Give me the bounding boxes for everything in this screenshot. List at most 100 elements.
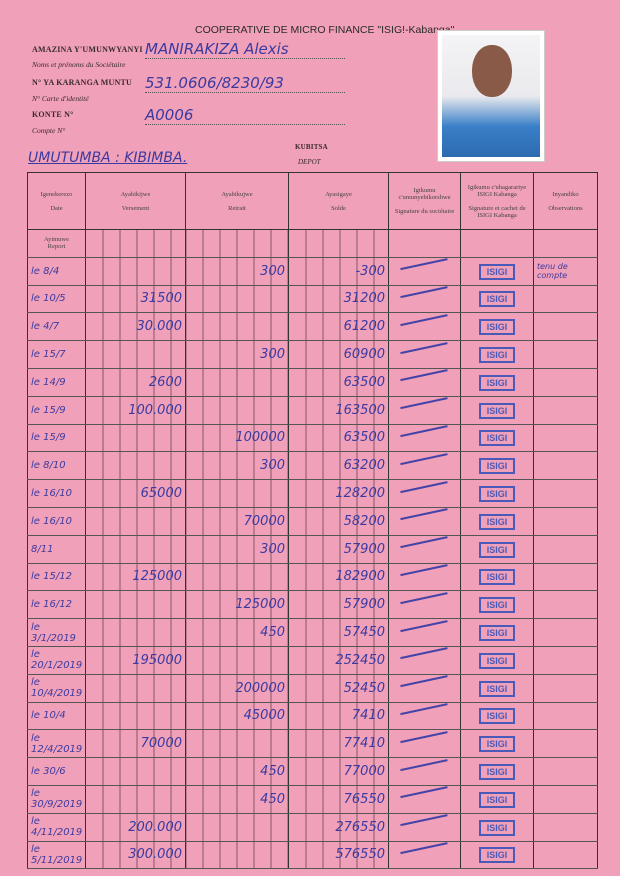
solde-cell: 57900 <box>288 590 389 620</box>
date-cell: le 16/10 <box>27 479 86 508</box>
observation-cell <box>533 340 598 369</box>
cooperative-title: COOPERATIVE DE MICRO FINANCE "ISIG!-Kaba… <box>195 24 455 36</box>
member-signature <box>399 730 450 753</box>
table-row: le 4/11/2019 200.000 276550 ISIGI <box>27 813 598 842</box>
retrait-cell <box>185 841 289 870</box>
solde-cell: 63200 <box>288 451 389 481</box>
observation-cell <box>533 590 598 620</box>
id-value: 531.0606/8230/93 <box>145 74 345 93</box>
column-header-fr: Versement <box>121 204 150 212</box>
retrait-cell <box>185 312 289 342</box>
versement-cell: 195000 <box>85 646 186 675</box>
member-signature <box>399 313 450 336</box>
versement-cell <box>85 702 186 731</box>
solde-cell: 31200 <box>288 285 389 314</box>
account-value: A0006 <box>145 106 345 125</box>
account-label-fr: Compte N° <box>32 126 66 135</box>
table-row: le 10/5 31500 31200 ISIGI <box>27 285 598 314</box>
versement-cell <box>85 757 186 786</box>
solde-cell: 128200 <box>288 479 389 508</box>
observation-cell <box>533 646 598 675</box>
solde-cell: 61200 <box>288 312 389 342</box>
versement-cell: 125000 <box>85 563 186 592</box>
isigi-stamp: ISIGI <box>478 764 516 781</box>
observation-cell <box>533 451 598 481</box>
versement-cell: 100.000 <box>85 396 186 425</box>
column-header-fr: Signature et cachet de ISIGI Kabanga <box>468 204 526 219</box>
member-signature <box>399 286 450 308</box>
isigi-stamp: ISIGI <box>478 819 516 836</box>
section-label-fr: DEPOT <box>298 158 321 166</box>
name-value: MANIRAKIZA Alexis <box>145 40 345 59</box>
observation-cell <box>533 285 598 314</box>
name-label: AMAZINA Y'UMUNWYANYI <box>32 45 143 54</box>
versement-cell <box>85 424 186 453</box>
versement-cell <box>85 535 186 564</box>
versement-cell: 70000 <box>85 729 186 759</box>
versement-cell: 300.000 <box>85 841 186 870</box>
column-header: Ayabikijwe Versement <box>85 172 186 230</box>
isigi-stamp: ISIGI <box>478 680 516 697</box>
versement-cell <box>85 340 186 369</box>
solde-cell: 57900 <box>288 535 389 564</box>
observation-cell <box>533 757 598 786</box>
solde-cell: 276550 <box>288 813 389 842</box>
solde-cell: 77410 <box>288 729 389 759</box>
member-signature <box>399 452 450 475</box>
table-row: le 10/4 45000 7410 ISIGI <box>27 702 598 731</box>
date-cell: le 3/1/2019 <box>27 618 86 647</box>
observation-cell <box>533 618 598 647</box>
retrait-cell: 300 <box>185 257 289 286</box>
observation-cell <box>533 674 598 703</box>
isigi-stamp: ISIGI <box>478 486 516 503</box>
member-signature <box>399 814 450 836</box>
table-row: le 15/9 100000 63500 ISIGI <box>27 424 598 453</box>
member-photo <box>437 30 545 162</box>
table-row: 8/11 300 57900 ISIGI <box>27 535 598 564</box>
table-row: le 4/7 30.000 61200 ISIGI <box>27 312 598 342</box>
observation-cell: tenu de compte <box>533 257 598 286</box>
column-header-rn: Inyandiko <box>552 190 579 198</box>
isigi-stamp: ISIGI <box>478 263 516 280</box>
member-signature <box>399 675 450 697</box>
column-header-rn: Igenekerezo <box>40 190 73 198</box>
member-signature <box>399 786 450 809</box>
observation-cell <box>533 312 598 342</box>
isigi-stamp: ISIGI <box>478 847 516 864</box>
table-row: le 16/12 125000 57900 ISIGI <box>27 590 598 620</box>
member-signature <box>399 397 450 420</box>
table-row: le 10/4/2019 200000 52450 ISIGI <box>27 674 598 703</box>
observation-cell <box>533 479 598 508</box>
solde-cell: -300 <box>288 257 389 286</box>
observation-cell <box>533 424 598 453</box>
column-header-rn: Ayasigaye <box>325 190 352 198</box>
member-signature <box>399 564 450 586</box>
member-signature <box>399 647 450 670</box>
table-row: le 3/1/2019 450 57450 ISIGI <box>27 618 598 647</box>
column-header-fr: Solde <box>331 204 346 212</box>
date-cell: le 15/9 <box>27 396 86 425</box>
date-cell: le 10/4 <box>27 702 86 731</box>
retrait-cell <box>185 813 289 842</box>
column-header-rn: Igikumu c'uhagarariye ISIGI Kabanga <box>467 183 527 198</box>
date-cell: 8/11 <box>27 535 86 564</box>
table-row: le 8/4 300 -300 ISIGI tenu de compte <box>27 257 598 286</box>
isigi-stamp: ISIGI <box>478 291 516 308</box>
solde-cell: 57450 <box>288 618 389 647</box>
member-signature <box>399 591 450 614</box>
versement-cell: 65000 <box>85 479 186 508</box>
id-label: N° YA KARANGA MUNTU <box>32 78 132 87</box>
member-signature <box>399 508 450 531</box>
observation-cell <box>533 396 598 425</box>
solde-cell: 576550 <box>288 841 389 870</box>
column-header-rn: Igikumu c'umunyebikorshwe <box>398 187 451 201</box>
observation-cell <box>533 702 598 731</box>
member-signature <box>399 842 450 864</box>
column-header-rn: Ayabikijwe <box>120 190 151 198</box>
solde-cell: 63500 <box>288 368 389 397</box>
isigi-stamp: ISIGI <box>478 736 516 753</box>
solde-cell: 77000 <box>288 757 389 786</box>
isigi-stamp: ISIGI <box>478 513 516 530</box>
date-cell: le 10/4/2019 <box>27 674 86 703</box>
date-cell: le 8/10 <box>27 451 86 481</box>
